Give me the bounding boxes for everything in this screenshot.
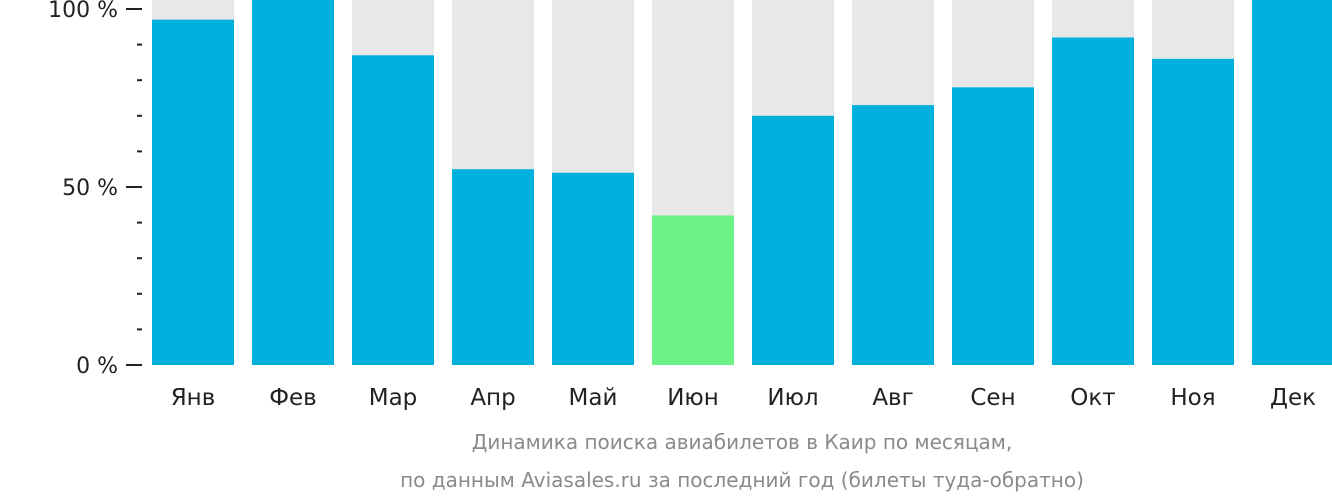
bar-chart: 0 % 50 % 100 % Янв Фев Мар Апр Май Июн Июл Авг Сен О…	[48, 0, 1332, 411]
chart-caption-line-1: Динамика поиска авиабилетов в Каир по ме…	[471, 430, 1013, 454]
bar	[1052, 37, 1134, 365]
x-tick-label: Май	[569, 385, 618, 411]
x-tick-label: Окт	[1070, 385, 1115, 411]
bar	[452, 169, 534, 365]
bar	[952, 87, 1034, 365]
bar	[152, 19, 234, 366]
x-tick-label: Ноя	[1170, 385, 1215, 411]
bar-highlight	[652, 215, 734, 365]
x-tick-label: Июн	[667, 385, 719, 411]
bar	[252, 0, 334, 365]
y-tick-label: 100 %	[48, 0, 118, 23]
x-tick-label: Авг	[872, 385, 913, 411]
x-tick-label: Сен	[970, 385, 1015, 411]
x-tick-label: Янв	[171, 385, 216, 411]
y-tick-label: 0 %	[76, 354, 118, 379]
bar	[352, 55, 434, 365]
x-tick-label: Мар	[369, 385, 418, 411]
x-tick-label: Фев	[269, 385, 317, 411]
bar	[1252, 0, 1332, 365]
bar	[1152, 58, 1234, 366]
x-tick-label: Июл	[767, 385, 818, 411]
bar	[852, 105, 934, 366]
bar	[752, 115, 834, 365]
bar	[552, 172, 634, 365]
x-tick-label: Апр	[470, 385, 515, 411]
x-tick-label: Дек	[1270, 385, 1316, 411]
y-tick-label: 50 %	[62, 176, 118, 201]
chart-caption-line-2: по данным Aviasales.ru за последний год …	[400, 468, 1084, 492]
